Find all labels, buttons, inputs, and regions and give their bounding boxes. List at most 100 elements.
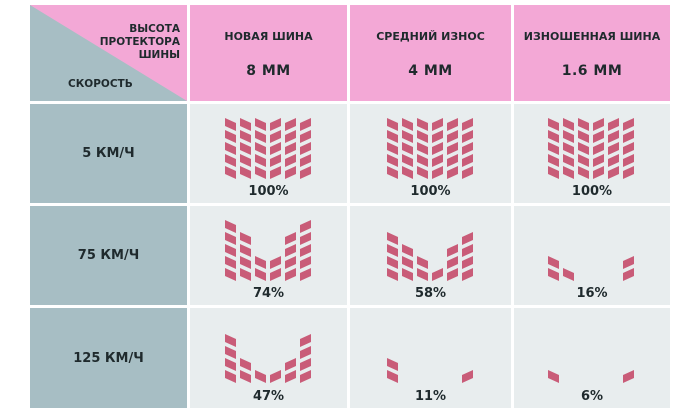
tread-block (593, 154, 604, 167)
tread-block (431, 130, 443, 143)
tread-block (446, 244, 458, 257)
tread-block (386, 268, 398, 281)
tread-block (623, 166, 634, 179)
tread-block (548, 370, 559, 383)
tread-block (593, 130, 604, 143)
tread-block (431, 142, 443, 155)
tread-block (269, 370, 281, 383)
tread-block (563, 130, 574, 143)
tread-block (269, 268, 281, 281)
tread-block (461, 244, 473, 257)
tread-block (623, 370, 634, 383)
contact-percent: 58% (414, 286, 447, 301)
tread-cell: 16% (514, 206, 670, 305)
tread-block (284, 268, 296, 281)
tread-block (548, 118, 559, 131)
tread-block (299, 166, 311, 179)
tread-block (239, 130, 251, 143)
tread-block (461, 166, 473, 179)
tread-block (284, 142, 296, 155)
tread-block (254, 142, 266, 155)
tread-block (623, 154, 634, 167)
tread-block (608, 166, 619, 179)
column-label: НОВАЯ ШИНА (224, 30, 313, 43)
tread-block (269, 256, 281, 269)
tread-block (284, 244, 296, 257)
tread-cell: 100% (190, 104, 347, 203)
tread-block (224, 358, 236, 371)
tread-block (284, 130, 296, 143)
tread-block (386, 358, 398, 371)
tread-block (431, 154, 443, 167)
tread-block (461, 370, 473, 383)
tread-block (578, 154, 589, 167)
tread-block (563, 154, 574, 167)
tread-block (224, 346, 236, 359)
tread-block (401, 268, 413, 281)
tread-block (548, 154, 559, 167)
tread-block (416, 256, 428, 269)
tread-block (254, 166, 266, 179)
tread-block (254, 370, 266, 383)
tread-block (386, 256, 398, 269)
tread-block (608, 130, 619, 143)
tread-block (563, 142, 574, 155)
tread-block (416, 142, 428, 155)
tread-block (548, 166, 559, 179)
contact-percent: 16% (576, 286, 608, 301)
tread-block (386, 232, 398, 245)
tread-block (461, 232, 473, 245)
tread-block (563, 166, 574, 179)
tread-block (548, 130, 559, 143)
tread-block (269, 166, 281, 179)
tread-block (224, 232, 236, 245)
tread-block (461, 256, 473, 269)
tread-block (593, 166, 604, 179)
tread-footprint-image (548, 118, 634, 179)
tread-block (416, 130, 428, 143)
corner-header: ВЫСОТА ПРОТЕКТОРА ШИНЫ СКОРОСТЬ (30, 5, 187, 101)
tread-block (446, 118, 458, 131)
tread-block (254, 118, 266, 131)
tread-block (299, 220, 311, 233)
corner-diagonal (30, 5, 187, 101)
column-header-worn: ИЗНОШЕННАЯ ШИНА 1.6 ММ (514, 5, 670, 101)
tread-block (239, 166, 251, 179)
tread-block (239, 358, 251, 371)
tread-block (608, 154, 619, 167)
row-header-5: 5 КМ/Ч (30, 104, 187, 203)
tread-cell: 47% (190, 308, 347, 408)
tread-block (593, 118, 604, 131)
tread-block (239, 256, 251, 269)
tread-block (386, 370, 398, 383)
tread-block (461, 118, 473, 131)
tread-block (299, 142, 311, 155)
tread-block (284, 118, 296, 131)
tread-block (284, 358, 296, 371)
column-depth: 4 ММ (408, 63, 453, 79)
row-header-125: 125 КМ/Ч (30, 308, 187, 408)
tread-block (284, 166, 296, 179)
tread-block (299, 154, 311, 167)
tread-block (386, 166, 398, 179)
tread-block (254, 256, 266, 269)
tread-block (401, 142, 413, 155)
tread-cell: 100% (350, 104, 511, 203)
tread-cell: 11% (350, 308, 511, 408)
tread-block (401, 244, 413, 257)
tread-footprint-image (386, 358, 473, 383)
tread-block (623, 268, 634, 281)
tread-footprint-image (548, 256, 634, 281)
tread-block (431, 166, 443, 179)
tread-block (239, 232, 251, 245)
column-label: СРЕДНИЙ ИЗНОС (376, 30, 485, 43)
tread-block (269, 142, 281, 155)
speed-label: 5 КМ/Ч (82, 146, 135, 161)
tread-cell: 100% (514, 104, 670, 203)
tread-block (269, 118, 281, 131)
tread-block (299, 370, 311, 383)
tread-block (401, 130, 413, 143)
tread-block (269, 130, 281, 143)
tread-footprint-image (224, 334, 311, 383)
tread-cell: 74% (190, 206, 347, 305)
